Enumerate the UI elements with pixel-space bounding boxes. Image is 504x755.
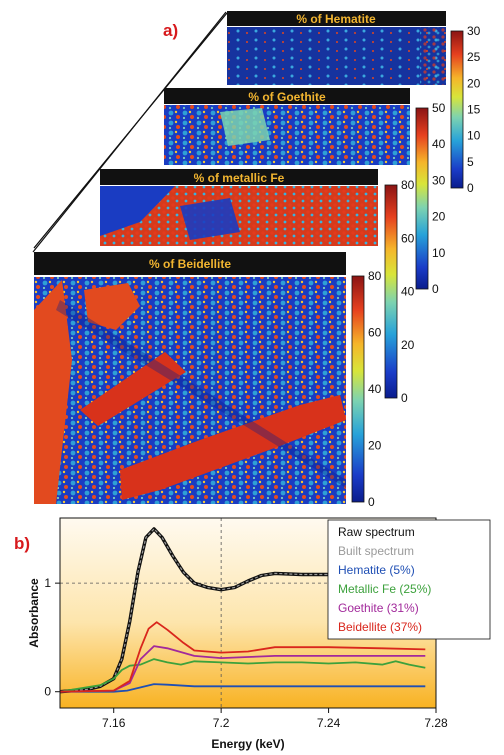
colorbar-tick: 40: [368, 382, 382, 396]
x-tick-label: 7.24: [317, 716, 341, 730]
colorbar-goethite: 50 40 30 20 10 0: [415, 101, 446, 296]
colorbar-tick: 30: [432, 173, 446, 187]
series-line-4: [59, 658, 426, 693]
x-axis-label: Energy (keV): [211, 737, 284, 751]
colorbar-tick: 80: [401, 178, 415, 192]
legend-entry: Raw spectrum: [338, 525, 415, 539]
legend: Raw spectrum Built spectrum Hematite (5%) M…: [327, 519, 491, 640]
colorbar-tick: 5: [467, 155, 474, 169]
colorbar-tick: 60: [368, 326, 382, 340]
colorbar-tick: 20: [368, 439, 382, 453]
colorbar-tick: 10: [467, 129, 481, 143]
colorbar-tick: 80: [368, 269, 382, 283]
x-axis: 7.16 7.2 7.24 7.28: [102, 708, 448, 730]
legend-box: [327, 519, 491, 640]
colorbar-tick: 50: [432, 101, 446, 115]
colorbar-tick: 0: [467, 181, 474, 195]
map-metallic-fe: % of metallic Fe: [100, 169, 378, 246]
x-tick-label: 7.2: [213, 716, 230, 730]
legend-entry: Goethite (31%): [338, 601, 419, 615]
map-goethite: % of Goethite: [164, 88, 410, 165]
panel-b-label: b): [14, 534, 30, 553]
colorbar-tick: 15: [467, 103, 481, 117]
legend-entry: Hematite (5%): [338, 563, 415, 577]
series-line-5: [59, 645, 426, 693]
map-beidellite: % of Beidellite: [34, 252, 346, 504]
colorbar-tick: 60: [401, 231, 415, 245]
panel-b: b) 7.16 7.2 7.24 7.28 01 Energy (keV) Absor…: [14, 517, 491, 751]
colorbar-tick: 0: [401, 391, 408, 405]
map-title-beidellite: % of Beidellite: [149, 257, 231, 271]
y-tick-label: 1: [44, 576, 51, 590]
colorbar-metallic-fe: 80 60 40 20 0: [384, 178, 415, 405]
y-axis-label: Absorbance: [27, 578, 41, 648]
x-tick-label: 7.16: [102, 716, 126, 730]
y-axis: 01: [44, 576, 60, 699]
colorbar-tick: 25: [467, 50, 481, 64]
colorbar-hematite: 30 25 20 15 10 5 0: [450, 24, 481, 195]
colorbar-beidellite: 80 60 40 20 0: [351, 269, 382, 509]
legend-entry: Built spectrum: [338, 544, 414, 558]
map-title-goethite: % of Goethite: [248, 90, 326, 104]
colorbar-tick: 0: [432, 282, 439, 296]
series-line-3: [60, 683, 426, 693]
series-line-6: [59, 621, 426, 693]
map-title-hematite: % of Hematite: [296, 12, 376, 26]
series-line-2: [59, 528, 426, 693]
panel-a-label: a): [163, 21, 178, 40]
x-tick-label: 7.28: [424, 716, 448, 730]
colorbar-tick: 20: [432, 210, 446, 224]
y-tick-label: 0: [44, 685, 51, 699]
map-title-metallic-fe: % of metallic Fe: [194, 171, 285, 185]
colorbar-tick: 40: [401, 285, 415, 299]
map-hematite: % of Hematite: [227, 11, 446, 85]
colorbar-tick: 30: [467, 24, 481, 38]
perspective-line-left: [32, 11, 227, 253]
colorbar-tick: 40: [432, 137, 446, 151]
colorbar-tick: 20: [401, 338, 415, 352]
legend-entry: Beidellite (37%): [338, 620, 422, 634]
legend-entry: Metallic Fe (25%): [338, 582, 431, 596]
colorbar-tick: 20: [467, 76, 481, 90]
colorbar-tick: 0: [368, 495, 375, 509]
colorbar-tick: 10: [432, 246, 446, 260]
